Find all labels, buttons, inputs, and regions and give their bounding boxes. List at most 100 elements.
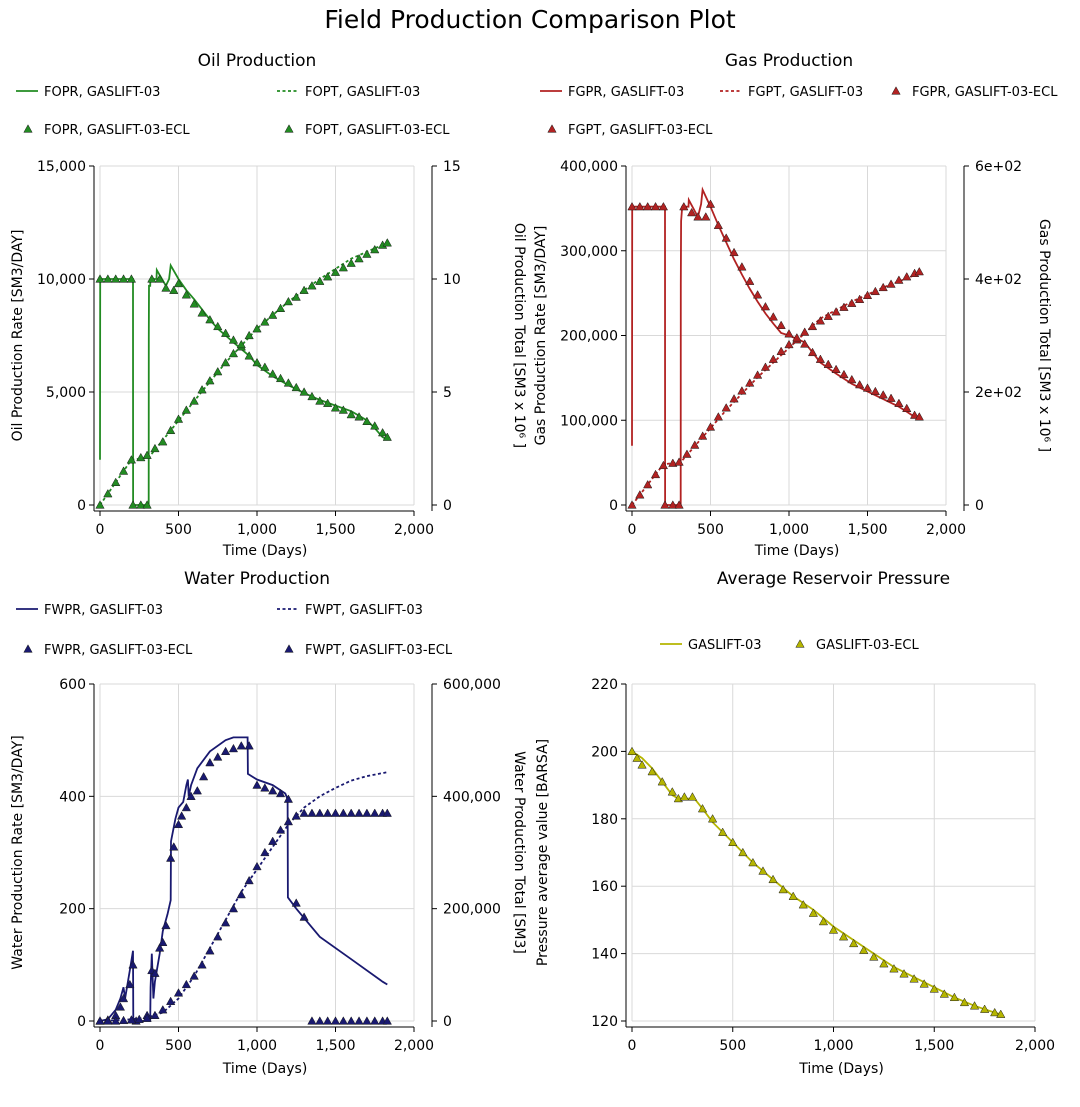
pressure-data-point bbox=[768, 874, 778, 884]
water-data-point bbox=[103, 1016, 113, 1025]
oil-data-point bbox=[181, 405, 191, 414]
water-legend-label: FWPR, GASLIFT-03 bbox=[44, 603, 163, 618]
oil-data-point bbox=[213, 321, 223, 331]
oil-x-tick-label: 1,500 bbox=[315, 522, 355, 538]
oil-data-point bbox=[307, 281, 317, 290]
gas-data-point bbox=[729, 394, 739, 403]
water-legend-label: FWPT, GASLIFT-03-ECL bbox=[305, 643, 453, 658]
water-x-axis-label: Time (Days) bbox=[222, 1061, 308, 1077]
water-data-point bbox=[354, 1016, 364, 1025]
gas-data-point bbox=[800, 327, 810, 336]
water-data-point bbox=[118, 1015, 129, 1025]
gas-data-point bbox=[792, 333, 802, 342]
water-data-point bbox=[382, 1016, 392, 1025]
gas-data-point bbox=[807, 321, 818, 331]
gas-y-tick-label: 200,000 bbox=[560, 329, 618, 345]
pressure-data-point bbox=[632, 753, 642, 762]
pressure-y-tick-label: 120 bbox=[591, 1014, 618, 1030]
oil-data-point bbox=[103, 274, 113, 283]
water-x-tick-label: 0 bbox=[96, 1038, 105, 1054]
oil-data-point bbox=[338, 262, 348, 272]
water-data-point bbox=[173, 819, 184, 829]
oil-legend-label: FOPT, GASLIFT-03-ECL bbox=[305, 123, 450, 138]
pressure-data-point bbox=[828, 925, 839, 934]
oil-data-point bbox=[382, 238, 392, 247]
water-axes bbox=[89, 683, 437, 1032]
oil-data-point bbox=[205, 375, 215, 385]
water-series-3 bbox=[95, 808, 392, 1025]
water-data-point bbox=[307, 808, 317, 817]
oil-data-point bbox=[142, 500, 152, 509]
gas-data-point bbox=[894, 398, 904, 407]
gas-data-point bbox=[635, 490, 645, 499]
gas-data-point bbox=[839, 369, 849, 379]
water-data-point bbox=[192, 786, 202, 795]
gas-data-point bbox=[815, 354, 826, 363]
pressure-data-point bbox=[667, 787, 677, 796]
water-data-point bbox=[299, 808, 309, 817]
water-data-point bbox=[115, 1002, 126, 1011]
oil-data-point bbox=[268, 369, 278, 378]
oil-data-point bbox=[244, 351, 254, 360]
gas-data-point bbox=[847, 298, 857, 307]
water-y-tick-label: 600 bbox=[59, 677, 86, 693]
gas-y-axis-label: Gas Production Rate [SM3/DAY] bbox=[533, 226, 549, 446]
water-data-point bbox=[220, 746, 231, 756]
oil-data-point bbox=[330, 267, 341, 276]
oil-series-line bbox=[99, 241, 388, 506]
oil-data-point bbox=[103, 488, 113, 498]
pressure-data-point bbox=[949, 992, 960, 1002]
water-data-point bbox=[125, 979, 135, 989]
water-y2-tick-label: 600,000 bbox=[443, 677, 501, 693]
oil-data-point bbox=[155, 274, 165, 283]
water-data-point bbox=[166, 996, 176, 1005]
water-y2-tick-label: 200,000 bbox=[443, 902, 501, 918]
water-data-point bbox=[181, 802, 191, 812]
pressure-data-point bbox=[808, 908, 818, 917]
gas-legend-label: FGPR, GASLIFT-03-ECL bbox=[912, 85, 1058, 100]
oil-data-point bbox=[346, 409, 356, 419]
gas-data-point bbox=[690, 440, 700, 449]
gas-legend-label: FGPT, GASLIFT-03 bbox=[748, 85, 863, 100]
gas-data-point bbox=[784, 329, 794, 338]
water-data-point bbox=[283, 816, 294, 826]
oil-data-point bbox=[283, 296, 294, 306]
pressure-data-point bbox=[990, 1007, 1000, 1017]
pressure-data-point bbox=[818, 916, 829, 926]
water-data-point bbox=[169, 842, 179, 851]
gas-data-point bbox=[650, 201, 661, 211]
oil-data-point bbox=[166, 425, 176, 435]
oil-data-point bbox=[244, 330, 254, 340]
pressure-data-point bbox=[849, 938, 859, 948]
water-series-2 bbox=[95, 741, 392, 1025]
gas-x-tick-label: 1,000 bbox=[769, 522, 809, 538]
water-data-point bbox=[181, 979, 191, 989]
water-data-point bbox=[354, 808, 364, 817]
water-data-point bbox=[95, 1016, 105, 1025]
oil-data-point bbox=[126, 274, 137, 283]
gas-data-point bbox=[679, 201, 689, 211]
gas-data-point bbox=[776, 346, 786, 355]
pressure-data-point bbox=[687, 792, 698, 801]
water-y-tick-label: 200 bbox=[59, 902, 86, 918]
oil-data-point bbox=[330, 403, 341, 412]
gas-y-tick-label: 0 bbox=[609, 498, 618, 514]
gas-legend-label: FGPR, GASLIFT-03 bbox=[568, 85, 684, 100]
oil-data-point bbox=[299, 387, 309, 396]
oil-y2-tick-label: 15 bbox=[443, 159, 461, 175]
main-title: Field Production Comparison Plot bbox=[324, 5, 736, 34]
gas-series-0 bbox=[631, 186, 920, 506]
oil-data-point bbox=[315, 396, 325, 405]
water-data-point bbox=[315, 808, 325, 817]
oil-data-point bbox=[260, 317, 270, 326]
water-x-tick-label: 2,000 bbox=[394, 1038, 434, 1054]
oil-y-axis-label: Oil Production Rate [SM3/DAY] bbox=[10, 230, 26, 442]
gas-data-point bbox=[660, 500, 670, 509]
oil-data-point bbox=[150, 443, 160, 453]
pressure-data-point bbox=[728, 837, 738, 846]
gas-legend-marker bbox=[547, 124, 557, 133]
oil-data-point bbox=[118, 274, 129, 283]
gas-data-point bbox=[768, 312, 778, 321]
oil-data-point bbox=[307, 391, 317, 401]
pressure-data-point bbox=[778, 884, 788, 894]
